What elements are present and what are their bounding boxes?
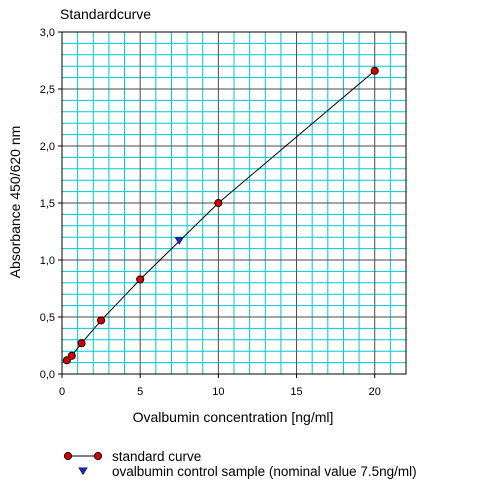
x-tick-label: 15 [290,386,302,398]
legend-marker [63,451,73,461]
legend-label: ovalbumin control sample (nominal value … [112,464,417,479]
data-point [214,198,223,208]
data-point [62,356,71,365]
data-point [77,339,86,348]
x-tick-label: 0 [59,386,65,398]
x-axis-label: Ovalbumin concentration [ng/ml] [133,409,334,425]
chart-title: Standardcurve [60,6,151,22]
y-tick-label: 2,0 [40,141,55,153]
y-tick-label: 1,5 [40,198,55,210]
y-tick-label: 0,5 [40,312,55,324]
legend-marker [93,451,103,461]
x-tick-label: 5 [137,386,143,398]
data-point [67,351,76,360]
control-point [174,237,185,245]
y-tick-label: 1,0 [40,255,55,267]
y-axis-label: Absorbance 450/620 nm [7,126,23,279]
data-point [136,275,145,284]
y-tick-label: 3,0 [40,27,55,39]
axis-ticks: 0 5 10 15 20 0,0 0,5 1,0 1,5 2,0 2,5 3,0 [40,27,381,398]
grid [62,32,407,374]
data-point [370,66,379,75]
y-tick-label: 2,5 [40,84,55,96]
x-tick-label: 10 [212,386,224,398]
y-tick-label: 0,0 [40,369,55,381]
data-point [97,316,106,325]
series [62,66,379,365]
legend-marker [78,467,88,476]
x-tick-label: 20 [369,386,381,398]
legend-label: standard curve [112,449,201,464]
